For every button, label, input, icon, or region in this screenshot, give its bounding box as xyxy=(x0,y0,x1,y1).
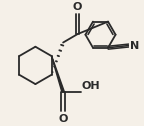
Text: OH: OH xyxy=(82,81,101,91)
Text: O: O xyxy=(58,114,68,124)
Polygon shape xyxy=(51,56,64,92)
Text: N: N xyxy=(130,41,139,51)
Text: O: O xyxy=(72,2,82,12)
